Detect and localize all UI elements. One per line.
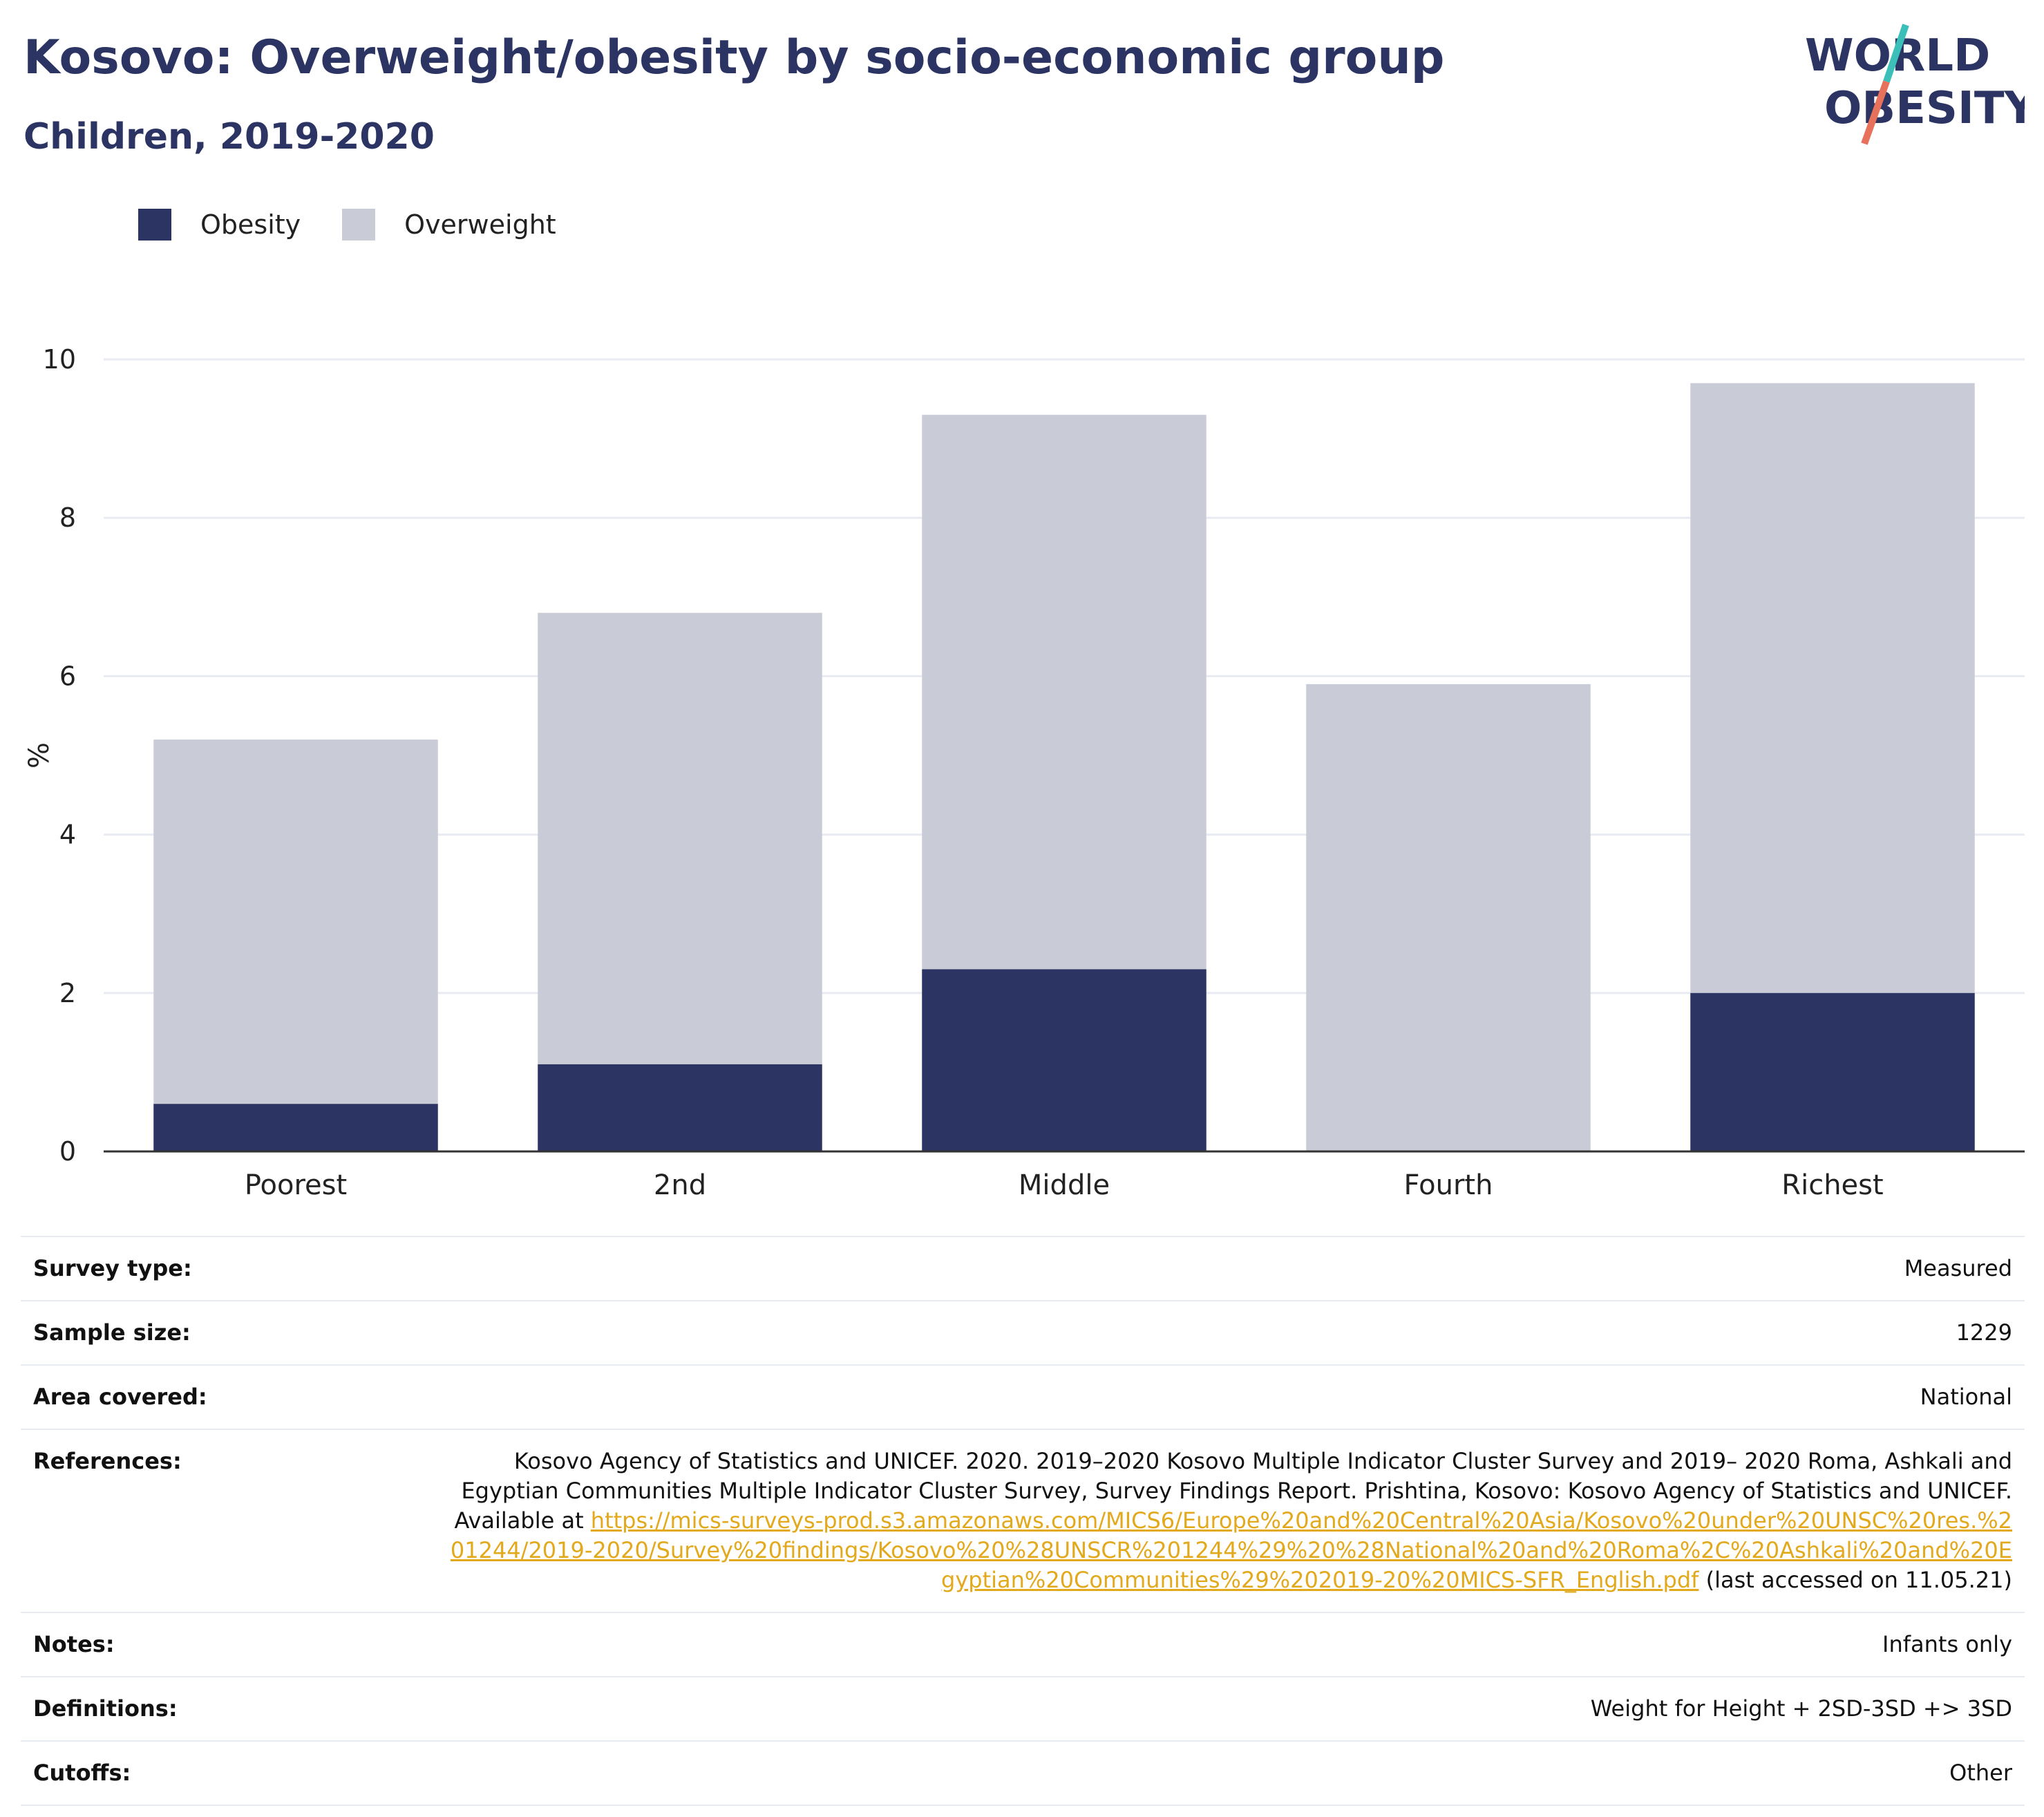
info-row-sample-size: Sample size: 1229 — [21, 1300, 2025, 1365]
references-suffix: (last accessed on 11.05.21) — [1698, 1567, 2012, 1593]
chart-title: Kosovo: Overweight/obesity by socio-econ… — [23, 30, 1445, 85]
bar-overweight — [538, 612, 822, 1151]
legend-swatch-obesity — [138, 209, 171, 241]
bar-obesity — [538, 1064, 822, 1151]
info-row-cutoffs: Cutoffs: Other — [21, 1740, 2025, 1806]
info-value: 1229 — [433, 1300, 2025, 1365]
info-value: National — [433, 1364, 2025, 1429]
info-value: Infants only — [433, 1612, 2025, 1677]
info-label: Cutoffs: — [21, 1740, 433, 1806]
bar-overweight — [1306, 684, 1591, 1151]
world-obesity-logo: WORLD OBESITY — [1805, 23, 2025, 145]
y-tick-label: 6 — [59, 661, 76, 691]
bar-overweight — [153, 740, 438, 1151]
info-row-references: References: Kosovo Agency of Statistics … — [21, 1429, 2025, 1612]
bar-obesity — [153, 1104, 438, 1151]
y-axis-label: % — [23, 742, 55, 769]
info-label: Area covered: — [21, 1364, 433, 1429]
legend-label-obesity: Obesity — [200, 209, 301, 240]
bar-chart: 0 2 4 6 8 10% Poorest 2nd Middle Fourth Richest — [23, 344, 2025, 1201]
legend-label-overweight: Overweight — [404, 209, 556, 240]
x-tick-label: Richest — [1781, 1169, 1883, 1201]
y-tick-label: 2 — [59, 978, 76, 1008]
info-row-definitions: Definitions: Weight for Height + 2SD-3SD… — [21, 1676, 2025, 1741]
info-row-notes: Notes: Infants only — [21, 1612, 2025, 1677]
references-link[interactable]: https://mics-surveys-prod.s3.amazonaws.c… — [450, 1507, 2012, 1593]
info-label: Survey type: — [21, 1236, 433, 1301]
info-value: Measured — [433, 1236, 2025, 1301]
info-value: Kosovo Agency of Statistics and UNICEF. … — [433, 1429, 2025, 1612]
chart-legend: Obesity Overweight — [138, 207, 598, 242]
references-text: Kosovo Agency of Statistics and UNICEF. … — [454, 1448, 2012, 1534]
x-tick-label: Poorest — [245, 1169, 347, 1201]
info-value: Weight for Height + 2SD-3SD +> 3SD — [433, 1676, 2025, 1741]
info-label: Definitions: — [21, 1676, 433, 1741]
legend-item-obesity[interactable]: Obesity — [138, 209, 301, 241]
chart-subtitle: Children, 2019-2020 — [23, 116, 435, 158]
logo-line2: OBESITY — [1824, 83, 2025, 134]
info-row-area-covered: Area covered: National — [21, 1364, 2025, 1429]
survey-info-table: Survey type: Measured Sample size: 1229 … — [21, 1236, 2025, 1806]
logo-slash-top — [1883, 23, 1909, 83]
info-label: References: — [21, 1429, 433, 1612]
y-tick-label: 8 — [59, 502, 76, 533]
x-tick-label: 2nd — [654, 1169, 706, 1201]
legend-item-overweight[interactable]: Overweight — [342, 209, 556, 241]
y-tick-label: 10 — [43, 344, 76, 375]
y-tick-label: 4 — [59, 820, 76, 850]
legend-swatch-overweight — [342, 209, 376, 241]
info-label: Sample size: — [21, 1300, 433, 1365]
y-tick-label: 0 — [59, 1136, 76, 1167]
bar-obesity — [1690, 992, 1975, 1151]
logo-slash-bottom — [1861, 80, 1890, 145]
x-tick-label: Fourth — [1404, 1169, 1493, 1201]
info-value: Other — [433, 1740, 2025, 1806]
x-tick-label: Middle — [1019, 1169, 1110, 1201]
info-row-survey-type: Survey type: Measured — [21, 1236, 2025, 1301]
info-label: Notes: — [21, 1612, 433, 1677]
bar-obesity — [922, 969, 1206, 1151]
